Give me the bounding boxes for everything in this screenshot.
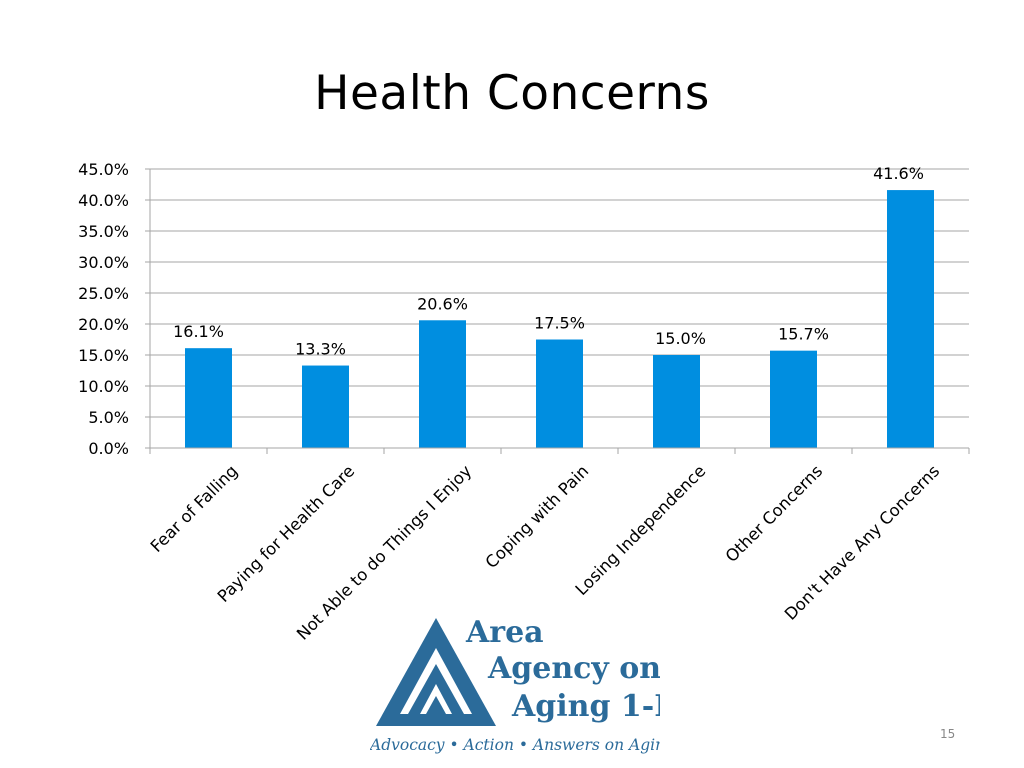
y-tick-label: 10.0% bbox=[78, 377, 129, 396]
x-tick-label: Coping with Pain bbox=[482, 461, 593, 572]
data-label: 13.3% bbox=[295, 340, 346, 359]
x-tick-label: Losing Independence bbox=[572, 461, 710, 599]
data-labels: 16.1% 13.3% 20.6% 17.5% 15.0% 15.7% 41.6% bbox=[173, 164, 924, 358]
y-tick-label: 0.0% bbox=[88, 439, 129, 458]
data-label: 16.1% bbox=[173, 322, 224, 341]
x-tick-label: Fear of Falling bbox=[147, 461, 242, 556]
logo-line-3: Aging 1-B bbox=[511, 689, 660, 724]
data-label: 15.7% bbox=[778, 325, 829, 344]
bar bbox=[653, 355, 700, 448]
logo-line-1: Area bbox=[465, 615, 544, 650]
data-label: 17.5% bbox=[534, 314, 585, 333]
y-tick-label: 35.0% bbox=[78, 222, 129, 241]
y-tick-label: 5.0% bbox=[88, 408, 129, 427]
logo-line-2: Agency on bbox=[487, 651, 660, 686]
bar-chart: 0.0% 5.0% 10.0% 15.0% 20.0% 25.0% 30.0% 35.0% 40… bbox=[78, 160, 970, 644]
y-axis-ticks: 0.0% 5.0% 10.0% 15.0% 20.0% 25.0% 30.0% 35.0% 40… bbox=[78, 160, 129, 458]
y-tick-label: 20.0% bbox=[78, 315, 129, 334]
bar bbox=[770, 350, 817, 448]
data-label: 20.6% bbox=[417, 294, 468, 313]
bar bbox=[185, 348, 232, 448]
page-number: 15 bbox=[940, 727, 956, 741]
y-tick-label: 30.0% bbox=[78, 253, 129, 272]
x-axis bbox=[149, 169, 970, 454]
x-tick-label: Other Concerns bbox=[722, 461, 827, 566]
y-tick-label: 45.0% bbox=[78, 160, 129, 179]
y-tick-label: 15.0% bbox=[78, 346, 129, 365]
logo-tagline: Advocacy • Action • Answers on Aging bbox=[370, 736, 660, 754]
data-label: 15.0% bbox=[655, 329, 706, 348]
bar bbox=[887, 190, 934, 448]
bar bbox=[536, 339, 583, 448]
agency-logo: Area Agency on Aging 1-B Advocacy • Acti… bbox=[370, 615, 660, 754]
slide-title: Health Concerns bbox=[314, 66, 710, 121]
logo-triangle-icon bbox=[376, 618, 496, 726]
bar bbox=[419, 320, 466, 448]
y-tick-label: 40.0% bbox=[78, 191, 129, 210]
bars bbox=[185, 190, 934, 448]
y-tick-label: 25.0% bbox=[78, 284, 129, 303]
bar bbox=[302, 365, 349, 448]
x-tick-label: Paying for Health Care bbox=[214, 461, 359, 606]
data-label: 41.6% bbox=[873, 164, 924, 183]
